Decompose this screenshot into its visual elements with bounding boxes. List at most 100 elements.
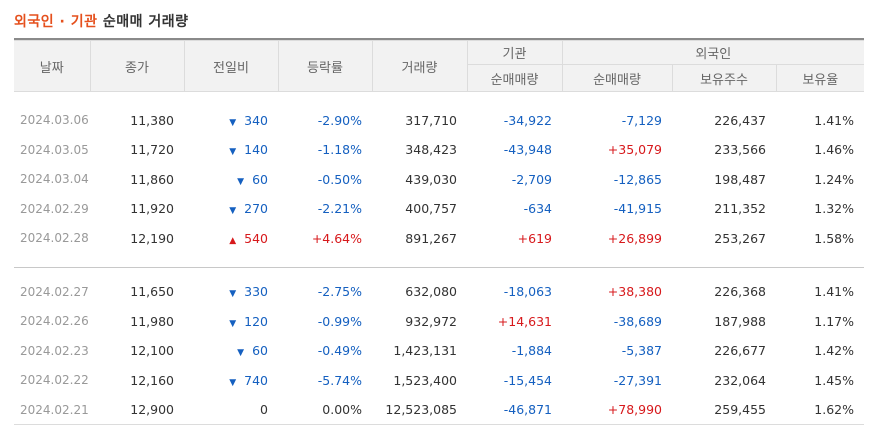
triangle-down-icon: ▼ <box>229 206 237 217</box>
cell-change-value: 740 <box>244 372 268 388</box>
header-close: 종가 <box>89 40 185 92</box>
header-inst-group: 기관 <box>466 40 563 65</box>
header-foreign-ratio: 보유율 <box>775 64 865 92</box>
section-title-rest: 순매매 거래량 <box>97 14 189 30</box>
cell-change: ▼ 60 <box>184 336 278 366</box>
cell-volume: 891,267 <box>405 230 457 246</box>
cell-foreign-ratio: 1.24% <box>814 171 855 187</box>
cell-change-value: 120 <box>244 313 268 329</box>
cell-change-value: 60 <box>252 343 268 359</box>
table-bottom-border <box>14 424 864 425</box>
cell-inst-net: -18,063 <box>503 284 552 300</box>
cell-close: 11,720 <box>130 142 174 158</box>
cell-rate: -5.74% <box>317 372 362 388</box>
header-volume: 거래량 <box>371 40 468 92</box>
cell-rate: -0.50% <box>317 171 362 187</box>
header-foreign-hold: 보유주수 <box>671 64 777 92</box>
cell-change-value: 270 <box>244 201 268 217</box>
cell-date: 2024.03.06 <box>20 113 89 128</box>
cell-date: 2024.02.21 <box>20 402 89 417</box>
header-foreign-group: 외국인 <box>561 40 865 65</box>
cell-change: ▼ 330 <box>184 277 278 307</box>
header-inst-net: 순매매량 <box>466 64 563 92</box>
header-foreign-net: 순매매량 <box>561 64 673 92</box>
table-header: 날짜 종가 전일비 등락률 거래량 기관 외국인 순매매량 순매매량 보유주수 … <box>14 40 865 92</box>
cell-volume: 1,523,400 <box>393 372 457 388</box>
row-spacer <box>14 267 864 277</box>
triangle-down-icon: ▼ <box>229 289 237 300</box>
cell-change-value: 60 <box>252 171 268 187</box>
cell-inst-net: -634 <box>523 201 552 217</box>
cell-foreign-ratio: 1.41% <box>814 284 855 300</box>
cell-close: 12,160 <box>130 372 174 388</box>
cell-foreign-net: -41,915 <box>613 201 662 217</box>
cell-foreign-ratio: 1.62% <box>814 402 855 418</box>
header-date: 날짜 <box>14 40 91 92</box>
cell-rate: -2.75% <box>317 284 362 300</box>
cell-inst-net: -46,871 <box>503 402 552 418</box>
triangle-down-icon: ▼ <box>229 117 237 128</box>
cell-change: ▼ 740 <box>184 366 278 396</box>
table-row: 2024.02.23 12,100 ▼ 60 -0.49% 1,423,131 -1,884… <box>14 336 864 366</box>
cell-volume: 439,030 <box>405 171 457 187</box>
cell-rate: -2.21% <box>317 201 362 217</box>
cell-rate: -2.90% <box>317 112 362 128</box>
cell-volume: 400,757 <box>405 201 457 217</box>
cell-foreign-net: +78,990 <box>607 402 662 418</box>
header-change: 전일비 <box>183 40 279 92</box>
cell-inst-net: -34,922 <box>503 112 552 128</box>
cell-foreign-ratio: 1.17% <box>814 313 855 329</box>
cell-volume: 932,972 <box>405 313 457 329</box>
cell-close: 12,900 <box>130 402 174 418</box>
table-row: 2024.03.04 11,860 ▼ 60 -0.50% 439,030 -2,709 -1… <box>14 165 864 195</box>
triangle-down-icon: ▼ <box>229 377 237 388</box>
triangle-down-icon: ▼ <box>237 348 245 359</box>
cell-change: ▼ 270 <box>184 194 278 224</box>
cell-close: 11,920 <box>130 201 174 217</box>
cell-close: 12,100 <box>130 343 174 359</box>
cell-inst-net: -1,884 <box>511 343 552 359</box>
cell-rate: 0.00% <box>322 402 362 418</box>
cell-foreign-hold: 226,437 <box>714 112 766 128</box>
cell-change: ▲ 540 <box>184 224 278 254</box>
cell-change: ▼ 60 <box>184 165 278 195</box>
cell-date: 2024.02.28 <box>20 231 89 246</box>
triangle-down-icon: ▼ <box>237 176 245 187</box>
trading-table-container: 날짜 종가 전일비 등락률 거래량 기관 외국인 순매매량 순매매량 보유주수 … <box>14 38 865 425</box>
cell-foreign-hold: 259,455 <box>714 402 766 418</box>
table-row: 2024.02.28 12,190 ▲ 540 +4.64% 891,267 +619 +26… <box>14 224 864 254</box>
cell-volume: 632,080 <box>405 284 457 300</box>
cell-foreign-hold: 253,267 <box>714 230 766 246</box>
cell-foreign-hold: 232,064 <box>714 372 766 388</box>
cell-change-value: 0 <box>260 402 268 418</box>
cell-foreign-net: -27,391 <box>613 372 662 388</box>
cell-change-value: 140 <box>244 142 268 158</box>
cell-close: 11,980 <box>130 313 174 329</box>
cell-date: 2024.03.05 <box>20 142 89 157</box>
cell-close: 11,650 <box>130 284 174 300</box>
table-row: 2024.02.29 11,920 ▼ 270 -2.21% 400,757 -634 -41… <box>14 194 864 224</box>
table-row: 2024.03.06 11,380 ▼ 340 -2.90% 317,710 -34,922… <box>14 106 864 136</box>
cell-change: ▼ 120 <box>184 307 278 337</box>
trading-table: 날짜 종가 전일비 등락률 거래량 기관 외국인 순매매량 순매매량 보유주수 … <box>14 40 865 425</box>
cell-change: ▼ 340 <box>184 106 278 136</box>
cell-date: 2024.02.23 <box>20 343 89 358</box>
section-title-highlight: 외국인 · 기관 <box>14 14 98 30</box>
cell-inst-net: +14,631 <box>497 313 552 329</box>
triangle-up-icon: ▲ <box>229 235 237 246</box>
header-rate: 등락률 <box>277 40 373 92</box>
row-spacer <box>14 92 864 106</box>
cell-foreign-hold: 187,988 <box>714 313 766 329</box>
cell-foreign-hold: 226,677 <box>714 343 766 359</box>
cell-rate: -0.99% <box>317 313 362 329</box>
table-row: 2024.02.22 12,160 ▼ 740 -5.74% 1,523,400 -15,4… <box>14 366 864 396</box>
cell-rate: -1.18% <box>317 142 362 158</box>
cell-foreign-hold: 226,368 <box>714 284 766 300</box>
cell-close: 11,860 <box>130 171 174 187</box>
cell-inst-net: -43,948 <box>503 142 552 158</box>
cell-foreign-ratio: 1.46% <box>814 142 855 158</box>
cell-volume: 348,423 <box>405 142 457 158</box>
cell-foreign-net: -12,865 <box>613 171 662 187</box>
table-body: 2024.03.06 11,380 ▼ 340 -2.90% 317,710 -34,922… <box>14 92 865 425</box>
cell-rate: +4.64% <box>311 230 362 246</box>
